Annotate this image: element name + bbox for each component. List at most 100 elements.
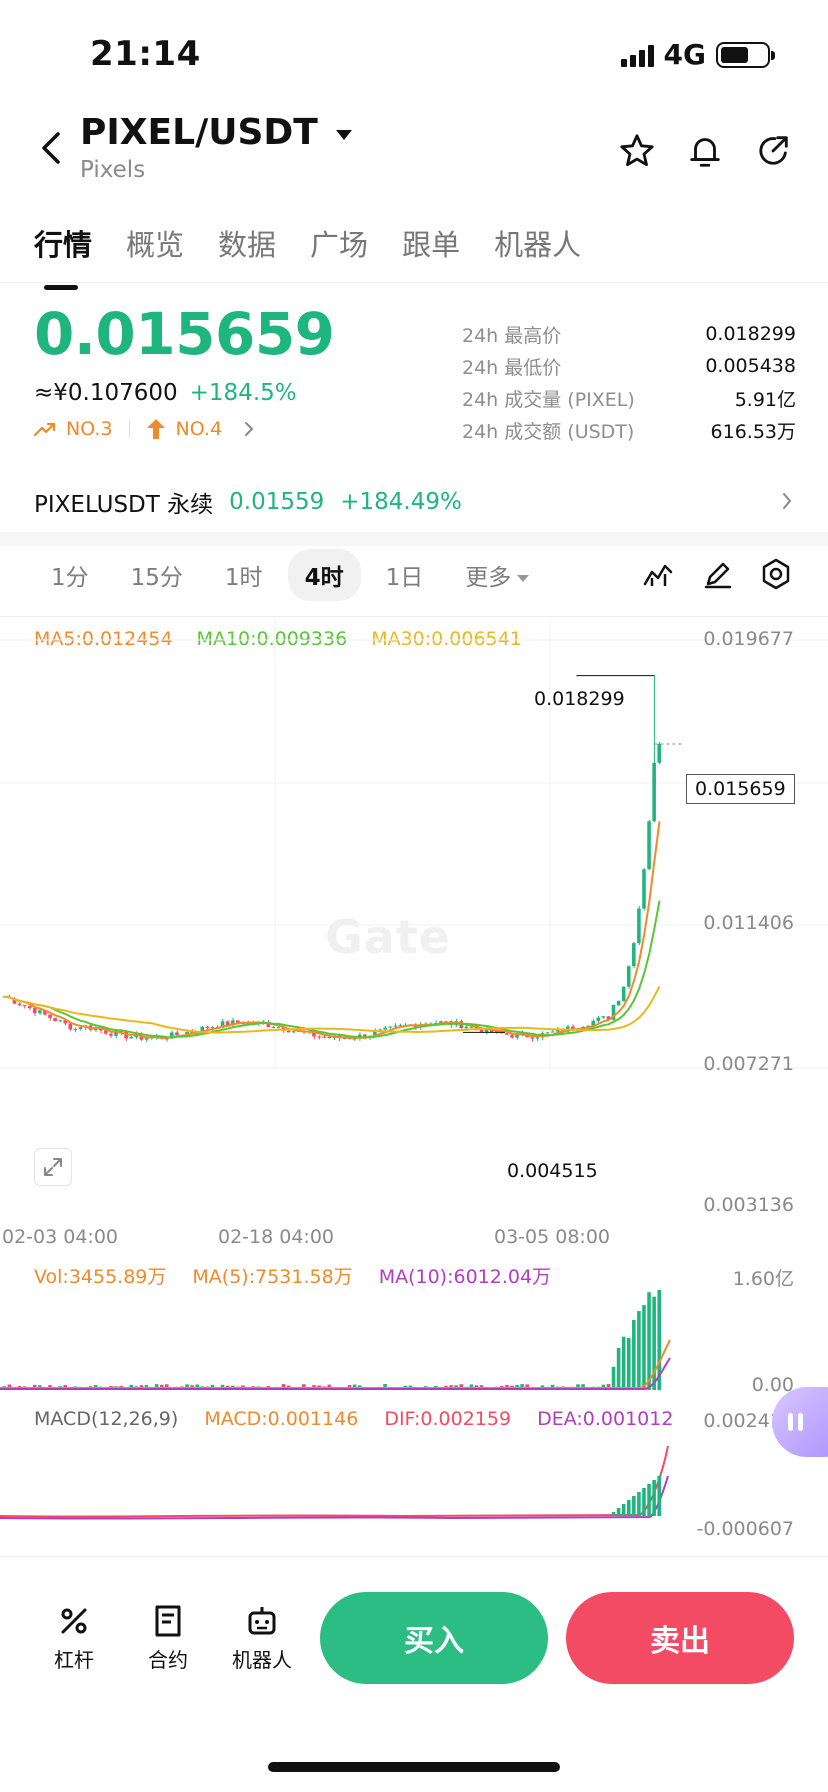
candle-body [571, 1026, 575, 1030]
y-tick-2: 0.011406 [703, 912, 794, 934]
cny-price: ≈¥0.107600 [34, 380, 178, 406]
share-icon[interactable] [754, 132, 792, 170]
macd-hist-bar [642, 1488, 646, 1516]
ma5-label: MA5:0.012454 [34, 628, 173, 650]
candle-body [38, 1010, 42, 1014]
ma-legend: MA5:0.012454 MA10:0.009336 MA30:0.006541 [34, 628, 522, 650]
volume-bar [657, 1290, 661, 1390]
volume-bar [616, 1347, 621, 1390]
pair-title: PIXEL/USDT [80, 112, 318, 153]
vol-y-top: 1.60亿 [732, 1268, 794, 1290]
candle-body [27, 1006, 32, 1009]
perpetual-row[interactable]: PIXELUSDT 永续 0.01559 +184.49% [34, 485, 794, 519]
last-price: 0.015659 [34, 300, 335, 368]
volume-legend: Vol:3455.89万 MA(5):7531.58万 MA(10):6012.… [34, 1262, 551, 1289]
candle-body [322, 1036, 326, 1038]
interval-1d[interactable]: 1日 [385, 565, 424, 591]
candle-body [230, 1020, 235, 1026]
high-annotation: 0.018299 [534, 688, 625, 710]
contract-button[interactable]: 合约 [128, 1604, 208, 1673]
candle-body [53, 1018, 57, 1022]
draw-pen-icon[interactable] [702, 558, 734, 590]
perp-name: PIXELUSDT 永续 [34, 492, 214, 518]
interval-4h[interactable]: 4时 [287, 549, 361, 601]
home-indicator [268, 1762, 560, 1772]
sell-button[interactable]: 卖出 [566, 1592, 794, 1684]
candle-body [342, 1038, 347, 1040]
candle-body [469, 1026, 474, 1028]
stat-volume: 24h 成交量 (PIXEL) 5.91亿 [462, 388, 796, 411]
y-tick-1: 0.019677 [703, 628, 794, 650]
volume-bar [642, 1305, 646, 1390]
macd-y-top: 0.002411 [703, 1410, 794, 1432]
candle-body [68, 1023, 73, 1030]
vol-ma5-line [0, 1339, 671, 1389]
top-tabs: 行情 概览 数据 广场 跟单 机器人 [34, 222, 581, 290]
rank-gainers: NO.3 [66, 418, 113, 440]
price-change: +184.5% [189, 380, 297, 406]
buy-button[interactable]: 买入 [320, 1592, 548, 1684]
leverage-button[interactable]: 杠杆 [34, 1604, 114, 1673]
candle-body [144, 1038, 149, 1040]
interval-1h[interactable]: 1时 [224, 565, 263, 591]
indicator-icon[interactable] [642, 558, 674, 590]
candle-body [58, 1020, 62, 1022]
tab-market[interactable]: 行情 [34, 222, 92, 290]
status-time: 21:14 [90, 34, 201, 74]
candle-body [601, 1016, 606, 1018]
tab-overview[interactable]: 概览 [126, 228, 185, 262]
candle-body [317, 1036, 321, 1038]
candle-body [530, 1037, 535, 1039]
tab-bots[interactable]: 机器人 [494, 228, 582, 262]
tab-copy-trading[interactable]: 跟单 [402, 228, 461, 262]
interval-1m[interactable]: 1分 [51, 565, 89, 591]
y-tick-4: 0.003136 [703, 1194, 794, 1216]
signal-icon [620, 43, 654, 67]
tab-data[interactable]: 数据 [218, 228, 277, 262]
assistant-bubble[interactable] [772, 1387, 828, 1457]
chevron-right-icon [245, 422, 254, 436]
network-label: 4G [663, 38, 706, 71]
interval-more[interactable]: 更多 [448, 549, 546, 601]
candle-body [464, 1027, 469, 1029]
settings-icon[interactable] [760, 558, 792, 590]
candle-body [93, 1028, 98, 1030]
candle-body [73, 1029, 78, 1031]
macd-hist-bar [647, 1484, 651, 1516]
candle-body [185, 1031, 189, 1036]
y-tick-3: 0.007271 [703, 1053, 794, 1075]
candle-body [164, 1038, 169, 1040]
vol-label: Vol:3455.89万 [34, 1266, 167, 1288]
favorite-star-icon[interactable] [618, 132, 656, 170]
candle-body [510, 1034, 514, 1038]
candlestick-chart[interactable] [0, 618, 828, 1218]
status-indicators: 4G [620, 38, 775, 71]
back-arrow-icon[interactable] [34, 130, 70, 166]
macd-title: MACD(12,26,9) [34, 1408, 179, 1430]
rank-row[interactable]: NO.3 NO.4 [34, 418, 256, 440]
gate-watermark: Gate [325, 910, 451, 964]
candle-body [134, 1034, 139, 1038]
ma-line-10 [4, 900, 661, 1039]
x-tick-1: 02-03 04:00 [2, 1226, 119, 1248]
pair-selector[interactable]: PIXEL/USDT [80, 112, 352, 153]
macd-y-bottom: -0.000607 [696, 1518, 794, 1540]
ma-line-5 [4, 821, 661, 1040]
dif-line [0, 1445, 669, 1518]
candle-body [170, 1032, 174, 1039]
interval-15m[interactable]: 15分 [130, 565, 183, 591]
candle-body [98, 1028, 103, 1031]
expand-chart-button[interactable] [34, 1148, 72, 1186]
volume-bar [652, 1296, 656, 1390]
robot-button[interactable]: 机器人 [222, 1604, 302, 1673]
robot-label: 机器人 [232, 1648, 292, 1672]
candle-body [205, 1026, 210, 1029]
bell-icon[interactable] [686, 132, 724, 170]
rank-divider [128, 420, 130, 438]
vol-ma5-label: MA(5):7531.58万 [192, 1266, 353, 1288]
tab-square[interactable]: 广场 [310, 228, 369, 262]
candle-body [210, 1027, 215, 1029]
ma10-label: MA10:0.009336 [196, 628, 348, 650]
perp-change: +184.49% [340, 489, 462, 515]
macd-chart [0, 1445, 669, 1520]
